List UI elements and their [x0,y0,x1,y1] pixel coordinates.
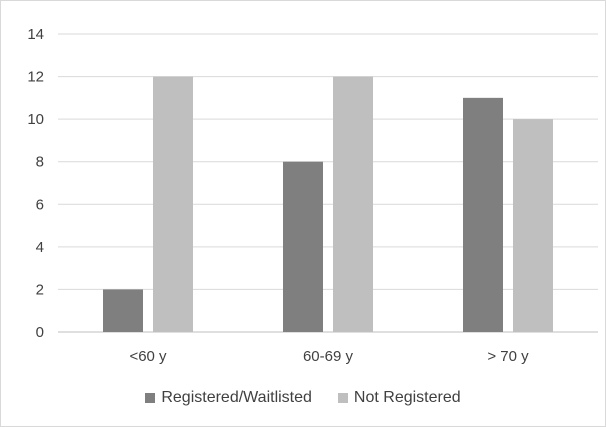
bar-not-registered [333,76,373,332]
y-tick-label: 12 [27,69,44,86]
legend-swatch-not-registered [337,393,348,403]
legend: Registered/Waitlisted Not Registered [0,389,606,407]
bar-registered [463,97,503,332]
x-tick-label: 60-69 y [303,348,354,365]
legend-item-registered: Registered/Waitlisted [145,389,312,407]
y-tick-label: 6 [36,196,44,213]
y-tick-label: 0 [36,324,44,341]
y-tick-label: 2 [36,281,44,298]
y-tick-label: 8 [36,154,44,171]
bar-registered [103,289,143,332]
bar-registered [283,161,323,332]
bar-not-registered [153,76,193,332]
y-tick-label: 4 [36,239,44,256]
y-tick-label: 10 [27,111,44,128]
bar-not-registered [513,119,553,333]
legend-label-registered: Registered/Waitlisted [161,389,312,406]
legend-item-not-registered: Not Registered [337,389,461,407]
x-tick-label: <60 y [129,348,167,365]
y-tick-label: 14 [27,26,44,43]
x-tick-label: > 70 y [487,348,529,365]
legend-label-not-registered: Not Registered [353,389,461,406]
legend-swatch-registered [145,393,156,403]
